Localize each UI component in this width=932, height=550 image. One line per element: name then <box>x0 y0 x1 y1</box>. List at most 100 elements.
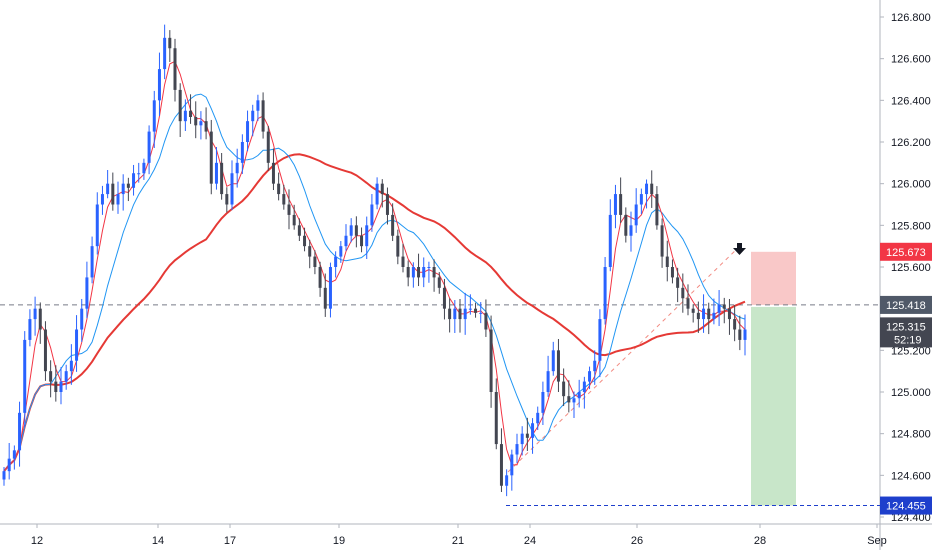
candle-body <box>686 298 690 309</box>
candle-body <box>240 142 244 163</box>
current-price-text: 125.315 <box>886 321 926 333</box>
candle-body <box>551 350 555 372</box>
candle-body <box>717 304 721 313</box>
candle-body <box>712 312 716 320</box>
candle-body <box>90 246 94 278</box>
candle-body <box>603 267 607 320</box>
candle-body <box>256 100 260 111</box>
candle-body <box>722 304 726 309</box>
candle-body <box>328 267 332 309</box>
candle-body <box>69 360 73 372</box>
candle-body <box>339 246 343 257</box>
candle-body <box>59 381 63 392</box>
candle-body <box>385 194 389 215</box>
y-tick-label: 126.400 <box>891 95 931 107</box>
candle-body <box>411 267 415 278</box>
y-tick-label: 125.200 <box>891 345 931 357</box>
candle-body <box>639 194 643 205</box>
candle-body <box>474 308 478 313</box>
y-tick-label: 125.600 <box>891 262 931 274</box>
x-tick-label: 21 <box>452 535 464 547</box>
current-price-badge <box>880 317 932 348</box>
candle-body <box>121 183 125 195</box>
candle-body <box>287 204 291 215</box>
candle-body <box>401 256 405 267</box>
ma-fast-line <box>3 60 746 472</box>
candle-body <box>546 371 550 392</box>
candle-body <box>204 121 208 132</box>
candle-body <box>152 100 156 132</box>
candle-body <box>453 308 457 320</box>
candle-body <box>727 308 731 320</box>
candle-body <box>344 235 348 247</box>
candle-body <box>116 194 120 205</box>
x-tick-label: 24 <box>524 535 536 547</box>
candle-body <box>593 360 597 372</box>
candle-body <box>142 162 146 174</box>
candle-body <box>318 267 322 288</box>
candle-body <box>111 183 115 205</box>
candle-body <box>126 183 130 188</box>
candle-body <box>33 308 37 320</box>
candle-body <box>634 204 638 226</box>
candle-body <box>220 162 224 195</box>
candle-body <box>738 329 742 340</box>
candle-body <box>209 131 213 184</box>
ma-slow-line <box>3 153 746 472</box>
x-tick-label: Sep <box>867 535 887 547</box>
y-tick-label: 126.000 <box>891 179 931 191</box>
candle-body <box>510 454 514 476</box>
candle-body <box>147 131 151 163</box>
candle-body <box>297 225 301 236</box>
candle-body <box>733 319 737 330</box>
take-profit-zone <box>751 306 796 506</box>
candle-body <box>396 235 400 257</box>
countdown-text: 52:19 <box>894 334 922 346</box>
x-tick-label: 19 <box>333 535 345 547</box>
candle-body <box>422 267 426 278</box>
candle-body <box>266 131 270 163</box>
candle-body <box>691 308 695 313</box>
candle-body <box>173 48 177 90</box>
stop-loss-zone <box>751 251 796 305</box>
candle-body <box>54 381 58 392</box>
candle-body <box>588 371 592 382</box>
candle-body <box>629 225 633 236</box>
y-tick-label: 126.200 <box>891 137 931 149</box>
x-tick-label: 17 <box>224 535 236 547</box>
candle-body <box>442 287 446 309</box>
candle-body <box>541 392 545 413</box>
candle-body <box>650 183 654 195</box>
candle-body <box>106 183 110 195</box>
candle-body <box>23 339 27 413</box>
candle-body <box>370 204 374 226</box>
candle-body <box>251 110 255 122</box>
candle-body <box>132 173 136 188</box>
candle-body <box>230 173 234 205</box>
entry-price-badge-text: 125.418 <box>886 300 926 312</box>
x-tick-label: 28 <box>754 535 766 547</box>
candle-body <box>391 214 395 236</box>
candle-body <box>271 162 275 184</box>
candle-body <box>707 308 711 320</box>
candle-body <box>598 319 602 361</box>
candle-body <box>505 475 509 486</box>
candle-body <box>334 256 338 267</box>
candle-body <box>292 214 296 226</box>
candle-body <box>567 396 571 403</box>
down-arrow-icon <box>733 243 746 255</box>
candle-body <box>696 312 700 320</box>
candle-body <box>277 183 281 195</box>
candle-body <box>2 471 6 480</box>
candle-body <box>577 392 581 399</box>
candle-body <box>354 225 358 236</box>
candle-body <box>463 308 467 320</box>
candle-body <box>676 277 680 288</box>
candle-body <box>499 444 503 486</box>
candle-body <box>562 381 566 397</box>
y-tick-label: 125.000 <box>891 387 931 399</box>
candle-body <box>681 287 685 299</box>
y-tick-label: 124.800 <box>891 429 931 441</box>
